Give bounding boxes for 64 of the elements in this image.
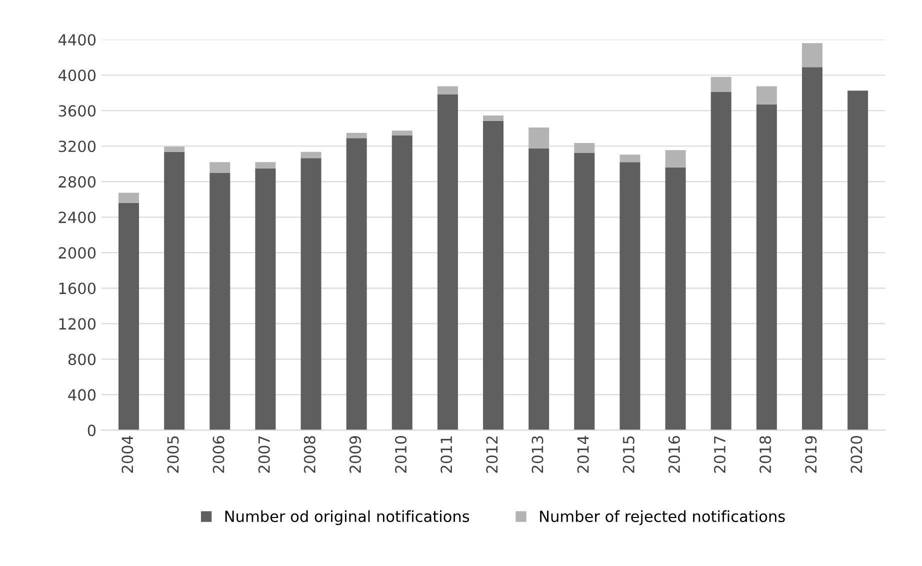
bar (710, 92, 732, 430)
bar (665, 150, 686, 168)
bar (756, 86, 777, 104)
bar (437, 94, 458, 430)
bar (802, 43, 822, 68)
y-tick-label: 3600 (58, 105, 96, 117)
legend-label: Number of rejected notifications (540, 510, 785, 526)
bar (483, 116, 504, 121)
bar (483, 120, 504, 430)
x-tick-label: 2014 (577, 436, 589, 473)
bar (346, 132, 367, 138)
bar (574, 143, 595, 153)
bar (164, 152, 185, 430)
bar (210, 172, 230, 430)
bar (118, 192, 140, 203)
x-tick-label: 2005 (167, 436, 179, 473)
bar (528, 148, 550, 430)
x-tick-label: 2008 (304, 436, 316, 473)
x-tick-label: 2004 (122, 436, 134, 473)
bar (255, 168, 276, 430)
y-tick-label: 3200 (58, 140, 96, 152)
y-tick-label: 4400 (58, 34, 96, 46)
x-tick-label: 2018 (760, 436, 772, 473)
legend-label: Number od original notifications (225, 510, 470, 526)
y-tick-label: 800 (68, 354, 96, 366)
bar (756, 104, 777, 430)
bar (802, 67, 822, 430)
y-tick-label: 2800 (58, 176, 96, 188)
bar (620, 162, 640, 430)
bar (665, 167, 686, 430)
bar (255, 162, 276, 168)
y-tick-label: 2000 (58, 247, 96, 259)
bar (392, 130, 412, 136)
bar (437, 86, 458, 94)
x-tick-label: 2013 (532, 436, 544, 473)
x-tick-label: 2015 (622, 436, 634, 473)
x-tick-label: 2020 (850, 436, 862, 473)
bar (620, 154, 640, 162)
y-tick-label: 400 (68, 389, 96, 401)
y-tick-label: 1200 (59, 318, 96, 330)
x-tick-label: 2011 (440, 436, 452, 473)
x-tick-label: 2016 (668, 436, 680, 473)
x-tick-label: 2019 (805, 436, 817, 473)
bar (848, 90, 868, 430)
x-tick-label: 2006 (212, 436, 224, 473)
x-tick-label: 2010 (395, 436, 407, 473)
bar (210, 162, 230, 173)
y-tick-label: 0 (88, 424, 96, 436)
bar (118, 202, 140, 430)
x-tick-label: 2007 (258, 436, 270, 473)
bar (164, 146, 185, 152)
x-tick-label: 2012 (486, 436, 498, 473)
bar (528, 127, 550, 148)
y-tick-label: 4000 (58, 70, 96, 82)
x-tick-label: 2017 (714, 436, 726, 473)
y-tick-label: 1600 (59, 282, 96, 294)
bar (300, 158, 322, 430)
bar (392, 135, 412, 430)
bar (574, 152, 595, 430)
bar (710, 76, 732, 92)
x-tick-label: 2009 (349, 436, 362, 473)
bar (300, 152, 322, 158)
bar (346, 138, 367, 430)
y-tick-label: 2400 (58, 212, 96, 224)
